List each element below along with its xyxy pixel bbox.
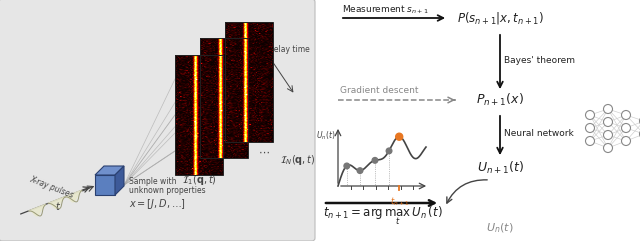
Text: $\mathcal{I}_N(\mathbf{q},t)$: $\mathcal{I}_N(\mathbf{q},t)$ [280,153,316,167]
Polygon shape [115,166,124,195]
Circle shape [586,123,595,133]
Text: Measurement $s_{n+1}$: Measurement $s_{n+1}$ [342,3,429,15]
FancyBboxPatch shape [0,0,315,241]
Circle shape [387,148,392,154]
Circle shape [604,105,612,114]
Text: unknown properties: unknown properties [129,186,205,195]
Bar [175,55,223,175]
Text: $\mathcal{I}_1(\mathbf{q},t)$: $\mathcal{I}_1(\mathbf{q},t)$ [182,173,216,187]
Circle shape [604,143,612,153]
Circle shape [372,158,378,163]
Text: $P(s_{n+1}|x,t_{n+1})$: $P(s_{n+1}|x,t_{n+1})$ [456,10,543,26]
Circle shape [621,123,630,133]
Text: $x=[J,D,\ldots]$: $x=[J,D,\ldots]$ [129,197,186,211]
Text: $\cdots$: $\cdots$ [258,147,270,157]
Text: Sample with: Sample with [129,177,177,186]
Circle shape [604,118,612,127]
Text: Neural network: Neural network [504,129,573,138]
Bar [200,38,248,158]
Circle shape [586,136,595,146]
Polygon shape [95,175,115,195]
Text: $P_{n+1}(x)$: $P_{n+1}(x)$ [476,92,524,108]
Text: Delay time: Delay time [268,45,310,54]
Circle shape [604,130,612,140]
Circle shape [621,136,630,146]
Text: X-ray pulses: X-ray pulses [28,175,75,200]
Text: $t$: $t$ [55,200,61,212]
Text: $U_n(t)$: $U_n(t)$ [486,221,514,235]
Circle shape [621,111,630,120]
Text: $t_{n+1}$: $t_{n+1}$ [390,195,409,208]
Text: $U_{n+1}(t)$: $U_{n+1}(t)$ [477,160,524,176]
Polygon shape [65,190,81,202]
Polygon shape [95,166,124,175]
Polygon shape [29,204,45,216]
Circle shape [357,168,363,174]
Bar [225,22,273,142]
Circle shape [586,111,595,120]
Text: Gradient descent: Gradient descent [340,86,419,95]
Polygon shape [49,197,65,208]
Circle shape [396,133,403,140]
Circle shape [344,163,349,169]
Text: $t_{n+1} = \arg\max_t\, U_n(t)$: $t_{n+1} = \arg\max_t\, U_n(t)$ [323,204,443,227]
Text: Bayes' theorem: Bayes' theorem [504,56,575,65]
Text: $U_n(t)$: $U_n(t)$ [316,130,336,142]
